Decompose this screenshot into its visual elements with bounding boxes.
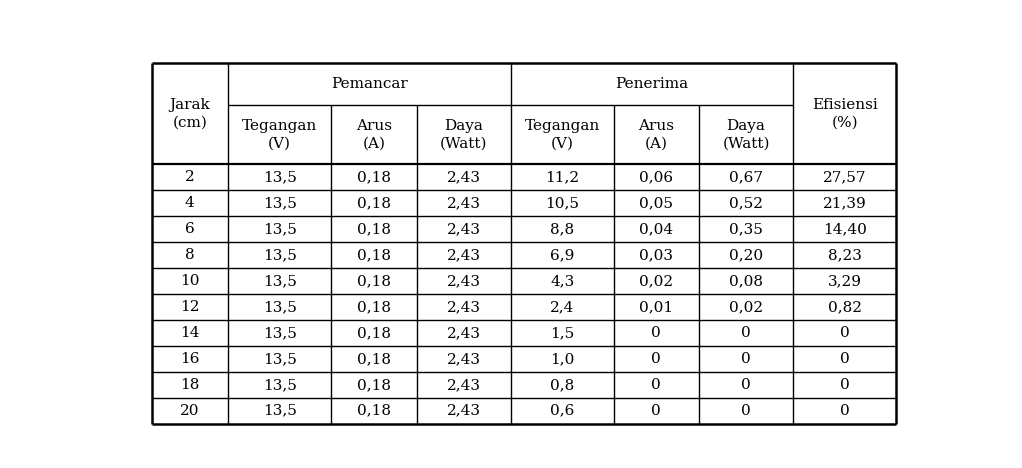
Text: 0,20: 0,20 bbox=[729, 248, 763, 262]
Text: 0,18: 0,18 bbox=[357, 248, 390, 262]
Text: 1,0: 1,0 bbox=[550, 352, 574, 366]
Text: 0,03: 0,03 bbox=[640, 248, 673, 262]
Text: Arus
(A): Arus (A) bbox=[356, 119, 391, 150]
Text: 2,43: 2,43 bbox=[447, 248, 480, 262]
Text: 0,18: 0,18 bbox=[357, 222, 390, 236]
Text: 16: 16 bbox=[180, 352, 199, 366]
Text: 2: 2 bbox=[185, 170, 195, 184]
Text: 13,5: 13,5 bbox=[263, 352, 296, 366]
Text: 0,06: 0,06 bbox=[639, 170, 673, 184]
Text: 0,02: 0,02 bbox=[639, 274, 673, 288]
Text: 2,43: 2,43 bbox=[447, 274, 480, 288]
Text: 0: 0 bbox=[741, 378, 751, 392]
Text: 0: 0 bbox=[651, 404, 661, 418]
Text: 0: 0 bbox=[741, 326, 751, 340]
Text: 0: 0 bbox=[741, 352, 751, 366]
Text: Tegangan
(V): Tegangan (V) bbox=[524, 119, 600, 150]
Text: 0,04: 0,04 bbox=[639, 222, 673, 236]
Text: Daya
(Watt): Daya (Watt) bbox=[439, 119, 487, 150]
Text: 10,5: 10,5 bbox=[545, 196, 579, 210]
Text: 0,18: 0,18 bbox=[357, 404, 390, 418]
Text: 0,18: 0,18 bbox=[357, 300, 390, 314]
Text: 13,5: 13,5 bbox=[263, 300, 296, 314]
Text: 10: 10 bbox=[180, 274, 199, 288]
Text: 4: 4 bbox=[185, 196, 195, 210]
Text: 2,43: 2,43 bbox=[447, 404, 480, 418]
Text: 13,5: 13,5 bbox=[263, 222, 296, 236]
Text: 2,43: 2,43 bbox=[447, 196, 480, 210]
Text: 8: 8 bbox=[185, 248, 194, 262]
Text: 13,5: 13,5 bbox=[263, 170, 296, 184]
Text: 13,5: 13,5 bbox=[263, 248, 296, 262]
Text: 0,05: 0,05 bbox=[640, 196, 673, 210]
Text: 0: 0 bbox=[651, 378, 661, 392]
Text: 21,39: 21,39 bbox=[823, 196, 867, 210]
Text: Daya
(Watt): Daya (Watt) bbox=[723, 119, 770, 150]
Text: 0,18: 0,18 bbox=[357, 378, 390, 392]
Text: Jarak
(cm): Jarak (cm) bbox=[170, 98, 211, 130]
Text: 0,18: 0,18 bbox=[357, 196, 390, 210]
Text: 13,5: 13,5 bbox=[263, 274, 296, 288]
Text: 13,5: 13,5 bbox=[263, 196, 296, 210]
Text: 4,3: 4,3 bbox=[550, 274, 574, 288]
Text: 27,57: 27,57 bbox=[823, 170, 867, 184]
Text: 8,8: 8,8 bbox=[550, 222, 574, 236]
Text: 0: 0 bbox=[840, 378, 849, 392]
Text: Tegangan
(V): Tegangan (V) bbox=[242, 119, 317, 150]
Text: 0: 0 bbox=[840, 352, 849, 366]
Text: 13,5: 13,5 bbox=[263, 404, 296, 418]
Text: 0: 0 bbox=[651, 352, 661, 366]
Text: 2,43: 2,43 bbox=[447, 352, 480, 366]
Text: 0,18: 0,18 bbox=[357, 326, 390, 340]
Text: 0,01: 0,01 bbox=[639, 300, 673, 314]
Text: Arus
(A): Arus (A) bbox=[639, 119, 675, 150]
Text: Pemancar: Pemancar bbox=[331, 77, 408, 91]
Text: 2,43: 2,43 bbox=[447, 222, 480, 236]
Text: 12: 12 bbox=[180, 300, 199, 314]
Text: 18: 18 bbox=[180, 378, 199, 392]
Text: 0,02: 0,02 bbox=[729, 300, 763, 314]
Text: 20: 20 bbox=[180, 404, 199, 418]
Text: 1,5: 1,5 bbox=[550, 326, 574, 340]
Text: 13,5: 13,5 bbox=[263, 326, 296, 340]
Text: 6: 6 bbox=[185, 222, 195, 236]
Text: 0,35: 0,35 bbox=[729, 222, 763, 236]
Text: 0,52: 0,52 bbox=[729, 196, 763, 210]
Text: 0,67: 0,67 bbox=[729, 170, 763, 184]
Text: 2,4: 2,4 bbox=[550, 300, 574, 314]
Text: Penerima: Penerima bbox=[615, 77, 689, 91]
Text: 0,08: 0,08 bbox=[729, 274, 763, 288]
Text: 8,23: 8,23 bbox=[828, 248, 862, 262]
Text: 0: 0 bbox=[651, 326, 661, 340]
Text: 0: 0 bbox=[840, 326, 849, 340]
Text: 2,43: 2,43 bbox=[447, 326, 480, 340]
Text: 2,43: 2,43 bbox=[447, 378, 480, 392]
Text: 14: 14 bbox=[180, 326, 199, 340]
Text: 14,40: 14,40 bbox=[823, 222, 867, 236]
Text: 0: 0 bbox=[741, 404, 751, 418]
Text: 11,2: 11,2 bbox=[545, 170, 579, 184]
Text: 0,6: 0,6 bbox=[550, 404, 574, 418]
Text: 0,18: 0,18 bbox=[357, 352, 390, 366]
Text: 2,43: 2,43 bbox=[447, 300, 480, 314]
Text: 0,18: 0,18 bbox=[357, 170, 390, 184]
Text: 6,9: 6,9 bbox=[550, 248, 574, 262]
Text: 2,43: 2,43 bbox=[447, 170, 480, 184]
Text: 0,82: 0,82 bbox=[828, 300, 862, 314]
Text: Efisiensi
(%): Efisiensi (%) bbox=[811, 98, 878, 130]
Text: 0,8: 0,8 bbox=[550, 378, 574, 392]
Text: 0: 0 bbox=[840, 404, 849, 418]
Text: 13,5: 13,5 bbox=[263, 378, 296, 392]
Text: 3,29: 3,29 bbox=[828, 274, 862, 288]
Text: 0,18: 0,18 bbox=[357, 274, 390, 288]
